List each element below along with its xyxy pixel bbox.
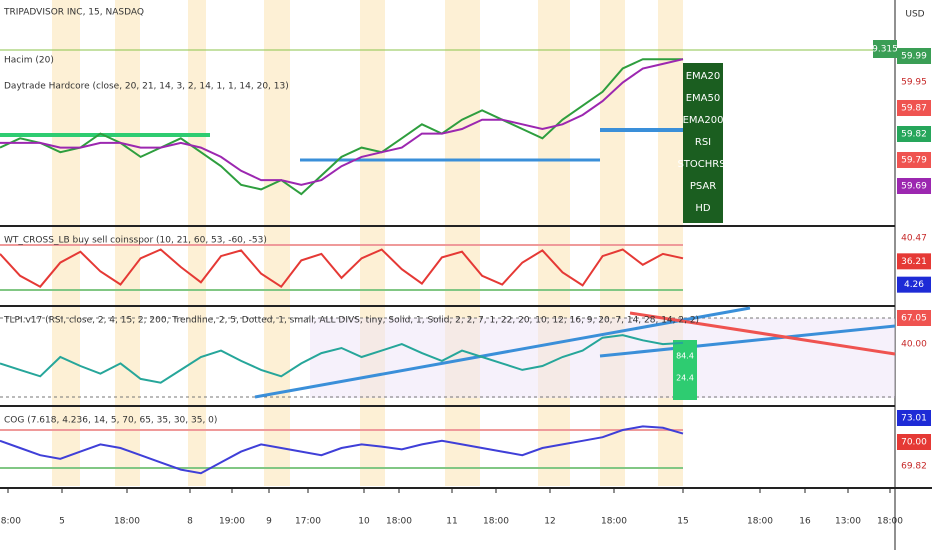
- session-band: [360, 0, 385, 486]
- indicator-label: WT_CROSS_LB buy sell coinsspor (10, 21, …: [4, 236, 267, 246]
- price-tag: [897, 458, 931, 474]
- x-tick-label: 10: [358, 517, 370, 527]
- countdown-tag: [873, 40, 897, 58]
- series-line: [0, 58, 683, 196]
- session-band: [658, 0, 683, 486]
- price-tag-label: 59.87: [901, 104, 927, 114]
- price-tag: [897, 178, 931, 194]
- price-tag-label: 59.82: [901, 130, 927, 140]
- legend-item: RSI: [695, 137, 711, 148]
- rsi-box: 84.4 24.4: [673, 340, 697, 400]
- price-tag-label: 36.21: [901, 257, 927, 267]
- trendline: [629, 311, 896, 356]
- price-tag-label: 69.82: [901, 462, 927, 472]
- price-tag: [897, 336, 931, 352]
- x-tick-label: 18:00: [0, 517, 21, 527]
- indicator-label: TLPI.v17 (RSI, close, 2, 4, 15, 2, 200, …: [3, 316, 699, 326]
- x-tick-label: 18:00: [601, 517, 627, 527]
- price-tag: [897, 126, 931, 142]
- x-tick-label: 9: [266, 517, 272, 527]
- series-line: [0, 425, 684, 475]
- price-tag-label: 4.26: [904, 280, 924, 290]
- legend-box-bg: [683, 63, 723, 223]
- price-tag: [897, 100, 931, 116]
- price-tag: [897, 74, 931, 90]
- session-band: [264, 0, 290, 486]
- trendline: [254, 306, 751, 399]
- price-tag: [897, 276, 931, 293]
- price-tag: [897, 152, 931, 168]
- price-tag: [897, 310, 931, 326]
- price-tag-label: 40.00: [901, 340, 927, 350]
- legend-item: EMA20: [686, 71, 721, 82]
- symbol-title: TRIPADVISOR INC, 15, NASDAQ: [3, 8, 144, 18]
- currency-label: USD: [905, 10, 924, 20]
- price-tag: [897, 434, 931, 450]
- legend-item: STOCHRSI: [677, 159, 728, 170]
- rsi-box-label: 24.4: [676, 374, 694, 383]
- x-tick-label: 5: [59, 517, 65, 527]
- legend-item: EMA200: [683, 115, 724, 126]
- trendline: [599, 324, 896, 358]
- rsi-box-label: 84.4: [676, 352, 694, 361]
- legend-item: PSAR: [690, 181, 716, 192]
- price-tag-label: 67.05: [901, 314, 927, 324]
- rsi-box-bg: [673, 340, 697, 400]
- session-band: [188, 0, 206, 486]
- x-tick-label: 12: [544, 517, 555, 527]
- x-tick-label: 13:00: [835, 517, 861, 527]
- rsi-zone: [310, 318, 895, 398]
- price-tag: [897, 230, 931, 246]
- session-band: [445, 0, 480, 486]
- price-tag-label: 59.79: [901, 156, 927, 166]
- series-line: [0, 334, 684, 384]
- price-tag-label: 73.01: [901, 414, 927, 424]
- x-tick-label: 19:00: [219, 517, 245, 527]
- countdown: 9.315: [872, 45, 898, 55]
- x-tick-label: 11: [446, 517, 457, 527]
- indicator-label: COG (7.618, 4.236, 14, 5, 70, 65, 35, 30…: [4, 416, 217, 426]
- x-tick-label: 8: [187, 517, 193, 527]
- price-tag-label: 40.47: [901, 234, 927, 244]
- price-tag-label: 70.00: [901, 438, 927, 448]
- x-tick-label: 18:00: [114, 517, 140, 527]
- indicator-label: Hacim (20): [4, 56, 54, 66]
- legend-box: EMA20 EMA50 EMA200 RSI STOCHRSI PSAR HD: [677, 63, 729, 223]
- series-line: [0, 58, 684, 186]
- price-tag: [897, 253, 931, 270]
- price-tag: [897, 410, 931, 426]
- legend-item: EMA50: [686, 93, 721, 104]
- price-tag: [897, 48, 931, 64]
- price-tag-label: 59.69: [901, 182, 927, 192]
- x-tick-label: 17:00: [295, 517, 321, 527]
- session-band: [538, 0, 570, 486]
- x-tick-label: 18:00: [747, 517, 773, 527]
- legend-item: HD: [695, 203, 711, 214]
- series-line: [0, 248, 684, 289]
- price-tag-label: 59.99: [901, 52, 927, 62]
- indicator-label: Daytrade Hardcore (close, 20, 21, 14, 3,…: [4, 82, 289, 92]
- session-band: [600, 0, 625, 486]
- x-tick-label: 18:00: [877, 517, 903, 527]
- x-tick-label: 16: [799, 517, 811, 527]
- x-tick-label: 18:00: [386, 517, 412, 527]
- price-tag-label: 59.95: [901, 78, 927, 88]
- x-tick-label: 15: [677, 517, 688, 527]
- x-tick-label: 18:00: [483, 517, 509, 527]
